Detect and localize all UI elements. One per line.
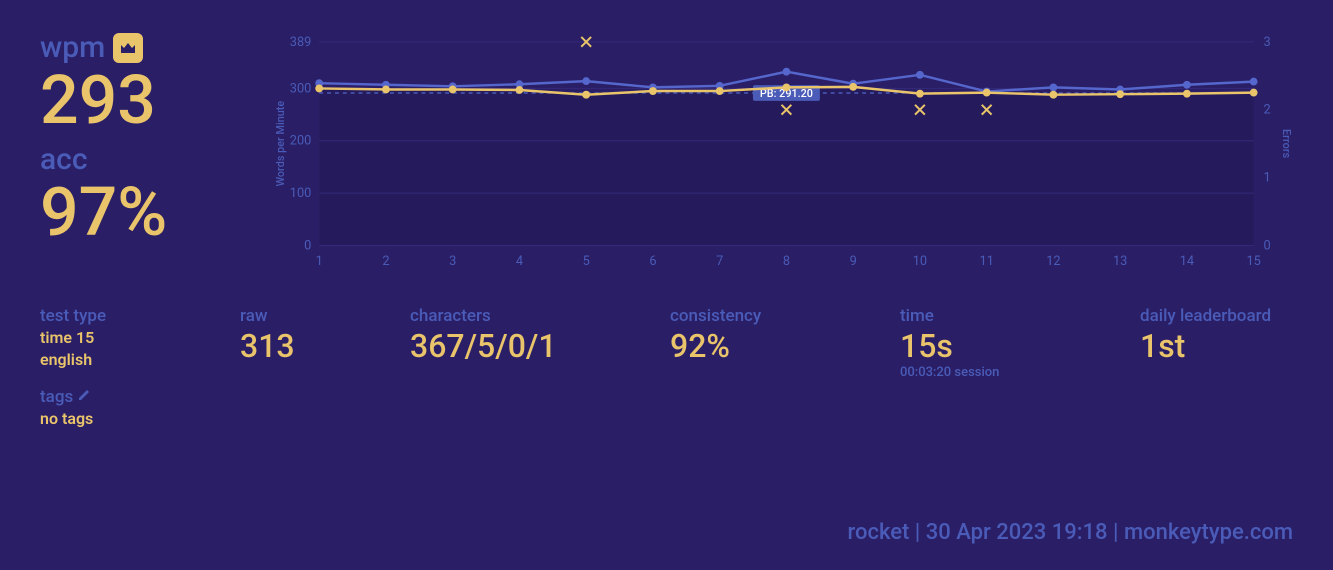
svg-text:15: 15	[1246, 254, 1260, 269]
svg-text:Words per Minute: Words per Minute	[274, 101, 287, 187]
test-type-line1: time 15	[40, 327, 210, 349]
raw-value: 313	[240, 327, 380, 365]
test-type-label: test type	[40, 305, 210, 327]
results-chart: 01002003003890123123456789101112131415PB…	[270, 30, 1293, 275]
svg-text:14: 14	[1180, 254, 1194, 269]
svg-text:389: 389	[290, 35, 312, 50]
leaderboard-value: 1st	[1140, 327, 1271, 365]
time-label: time	[900, 305, 1110, 327]
svg-text:11: 11	[979, 254, 993, 269]
leaderboard-label: daily leaderboard	[1140, 305, 1271, 327]
svg-text:3: 3	[1263, 35, 1270, 50]
svg-text:10: 10	[913, 254, 927, 269]
svg-text:0: 0	[304, 238, 311, 253]
svg-text:4: 4	[516, 254, 523, 269]
svg-text:7: 7	[716, 254, 723, 269]
svg-text:300: 300	[290, 81, 312, 96]
test-type-line2: english	[40, 349, 210, 371]
consistency-value: 92%	[670, 327, 870, 365]
time-sub: 00:03:20 session	[900, 365, 1110, 380]
svg-text:0: 0	[1263, 238, 1270, 253]
wpm-value: 293	[40, 65, 250, 136]
characters-label: characters	[410, 305, 640, 327]
svg-text:200: 200	[290, 134, 312, 149]
footer-site: monkeytype.com	[1124, 520, 1293, 545]
time-value: 15s	[900, 327, 1110, 365]
acc-value: 97%	[40, 177, 250, 248]
svg-text:3: 3	[449, 254, 456, 269]
headline-stats: wpm 293 acc 97%	[40, 30, 250, 275]
svg-text:Errors: Errors	[1280, 129, 1293, 159]
svg-text:8: 8	[783, 254, 790, 269]
svg-text:1: 1	[1263, 171, 1270, 186]
stats-row: test type time 15 english tags no tags r…	[40, 305, 1293, 431]
svg-text:100: 100	[290, 186, 312, 201]
svg-text:12: 12	[1046, 254, 1060, 269]
crown-icon	[113, 33, 143, 63]
svg-text:6: 6	[649, 254, 656, 269]
consistency-label: consistency	[670, 305, 870, 327]
svg-text:1: 1	[316, 254, 323, 269]
svg-text:2: 2	[382, 254, 389, 269]
pencil-icon[interactable]	[77, 386, 91, 408]
svg-text:2: 2	[1263, 103, 1270, 118]
characters-value: 367/5/0/1	[410, 327, 640, 365]
footer-user: rocket	[847, 520, 909, 545]
svg-text:9: 9	[850, 254, 857, 269]
footer-date: 30 Apr 2023 19:18	[926, 520, 1108, 545]
raw-label: raw	[240, 305, 380, 327]
tags-value: no tags	[40, 408, 210, 430]
svg-text:13: 13	[1113, 254, 1127, 269]
footer-text: rocket | 30 Apr 2023 19:18 | monkeytype.…	[847, 520, 1293, 545]
tags-label: tags	[40, 387, 73, 407]
svg-text:5: 5	[583, 254, 590, 269]
